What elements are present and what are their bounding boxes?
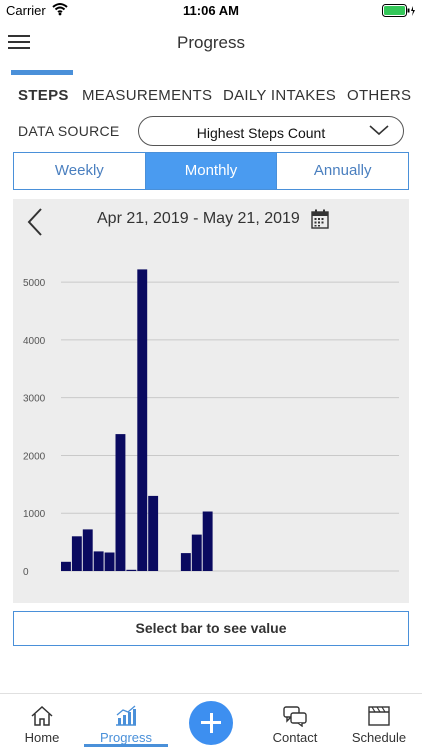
home-icon [0, 705, 84, 732]
page-title: Progress [176, 33, 246, 52]
previous-period-icon[interactable] [27, 207, 43, 242]
tab-contact-label: Contact [272, 730, 318, 745]
schedule-board-icon [337, 705, 421, 732]
tab-home[interactable]: Home [0, 694, 84, 750]
battery-charging-icon [382, 4, 416, 21]
chart-bar[interactable] [115, 434, 126, 571]
status-time: 11:06 AM [183, 3, 239, 18]
chevron-down-icon [369, 123, 389, 142]
y-tick-label: 1000 [23, 509, 46, 520]
progress-chart-icon [84, 705, 168, 732]
tab-schedule[interactable]: Schedule [337, 694, 421, 750]
active-tab-indicator [11, 70, 73, 75]
tab-steps[interactable]: STEPS [18, 87, 69, 104]
data-source-dropdown[interactable]: Highest Steps Count [138, 116, 404, 146]
tab-contact[interactable]: Contact [253, 694, 337, 750]
tab-home-label: Home [24, 730, 60, 745]
chart-bar[interactable] [61, 561, 71, 571]
tab-measurements[interactable]: MEASUREMENTS [82, 87, 213, 104]
calendar-icon[interactable] [311, 209, 329, 234]
data-source-row: DATA SOURCE Highest Steps Count [0, 115, 422, 147]
chart-bar[interactable] [180, 553, 191, 571]
nav-bar: Progress [0, 22, 422, 64]
chart-bar[interactable] [93, 551, 104, 571]
progress-tabs: STEPS MEASUREMENTS DAILY INTAKES OTHERS [0, 70, 422, 114]
steps-bar-chart: 0 1000 2000 3000 4000 5000 [23, 269, 399, 578]
period-weekly[interactable]: Weekly [14, 153, 146, 189]
y-tick-label: 2000 [23, 451, 46, 462]
y-tick-label: 5000 [23, 278, 46, 289]
chart-bar[interactable] [202, 511, 213, 572]
chart-bar[interactable] [148, 495, 159, 571]
selected-bar-value-box: Select bar to see value [13, 611, 409, 646]
tab-others[interactable]: OTHERS [347, 87, 412, 104]
chart-bar[interactable] [104, 552, 115, 572]
tab-schedule-label: Schedule [351, 730, 407, 745]
tab-progress-label: Progress [99, 730, 153, 745]
chart-bar[interactable] [137, 269, 148, 571]
bottom-tab-bar: Home Progress Contact [0, 693, 422, 750]
chart-bar[interactable] [82, 529, 93, 571]
chart-panel: 0 1000 2000 3000 4000 5000 Apr 21, 2019 - May… [13, 199, 409, 603]
y-tick-label: 4000 [23, 336, 46, 347]
add-button[interactable] [189, 701, 233, 745]
chat-bubbles-icon [253, 705, 337, 732]
active-bottom-tab-indicator [84, 744, 168, 747]
chart-bar[interactable] [71, 536, 82, 571]
y-tick-label: 0 [23, 567, 29, 578]
status-bar: Carrier 11:06 AM [0, 0, 422, 22]
tab-progress[interactable]: Progress [84, 694, 168, 750]
hamburger-menu-icon[interactable] [8, 32, 30, 52]
tab-daily-intakes[interactable]: DAILY INTAKES [223, 87, 337, 104]
chart-bar[interactable] [191, 534, 202, 571]
chart-bar[interactable] [126, 569, 137, 571]
data-source-value: Highest Steps Count [196, 125, 326, 141]
wifi-icon [52, 2, 68, 19]
carrier-name: Carrier [6, 3, 46, 18]
date-range: Apr 21, 2019 - May 21, 2019 [97, 210, 300, 227]
data-source-label: DATA SOURCE [18, 123, 120, 139]
period-monthly[interactable]: Monthly [145, 153, 278, 189]
period-annually[interactable]: Annually [313, 162, 372, 179]
y-tick-label: 3000 [23, 394, 46, 405]
period-segmented-control: Weekly Monthly Annually [13, 152, 409, 190]
